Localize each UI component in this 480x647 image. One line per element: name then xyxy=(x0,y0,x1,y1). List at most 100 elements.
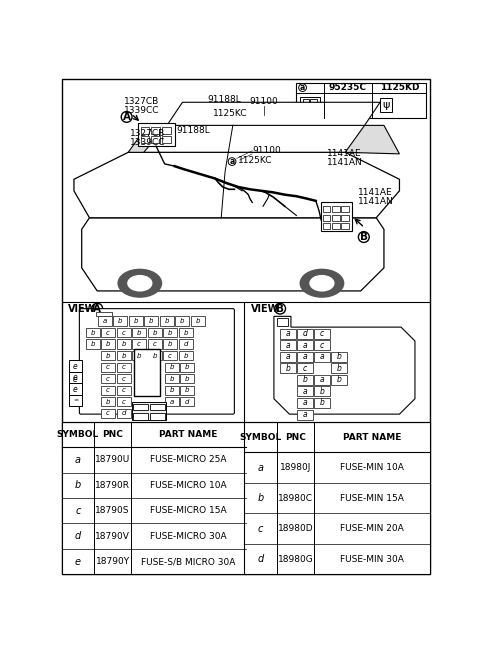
Text: c: c xyxy=(106,376,110,382)
Bar xyxy=(179,328,192,337)
Text: c: c xyxy=(303,364,307,373)
Text: c: c xyxy=(106,364,110,370)
Text: 91188L: 91188L xyxy=(207,96,241,104)
Text: 18980G: 18980G xyxy=(278,554,313,564)
Text: b: b xyxy=(165,318,169,324)
Text: a: a xyxy=(286,329,290,338)
Bar xyxy=(380,98,393,111)
Text: 18790Y: 18790Y xyxy=(96,557,130,566)
Text: b: b xyxy=(118,318,123,324)
Bar xyxy=(323,223,330,229)
Text: b: b xyxy=(169,376,174,382)
Bar xyxy=(302,99,309,105)
Bar xyxy=(280,352,296,362)
Bar xyxy=(117,397,131,406)
Text: PNC: PNC xyxy=(102,430,123,439)
Bar xyxy=(69,395,83,406)
Text: 1141AN: 1141AN xyxy=(359,197,394,206)
Text: 1141AE: 1141AE xyxy=(327,149,362,159)
Bar xyxy=(132,340,146,349)
Text: e: e xyxy=(73,375,78,384)
Text: e: e xyxy=(73,362,78,371)
Text: FUSE-MICRO 10A: FUSE-MICRO 10A xyxy=(150,481,227,490)
Text: b: b xyxy=(106,399,110,405)
Text: b: b xyxy=(121,353,126,358)
Polygon shape xyxy=(82,218,384,291)
Text: b: b xyxy=(185,376,189,382)
Bar xyxy=(323,206,330,212)
Bar xyxy=(277,318,288,325)
Text: b: b xyxy=(149,318,154,324)
Bar xyxy=(144,316,158,325)
Text: b: b xyxy=(320,387,324,396)
Text: SYMBOL: SYMBOL xyxy=(57,430,99,439)
Text: B: B xyxy=(276,303,284,314)
Text: 1141AN: 1141AN xyxy=(327,158,363,167)
Text: 91188L: 91188L xyxy=(176,126,210,135)
Text: c: c xyxy=(153,341,156,347)
Text: b: b xyxy=(90,341,95,347)
Text: a: a xyxy=(300,83,305,92)
Text: 1339CC: 1339CC xyxy=(130,138,165,147)
Text: PART NAME: PART NAME xyxy=(343,433,401,441)
Bar xyxy=(314,340,330,350)
Bar xyxy=(180,397,194,406)
Text: ψ: ψ xyxy=(383,100,390,109)
Bar xyxy=(332,215,340,221)
Text: b: b xyxy=(106,341,110,347)
Text: d: d xyxy=(183,341,188,347)
Bar xyxy=(117,362,131,372)
Bar xyxy=(61,422,246,575)
Text: b: b xyxy=(183,353,188,358)
Bar xyxy=(331,375,347,385)
Text: c: c xyxy=(258,523,264,534)
Text: 1125KC: 1125KC xyxy=(213,109,248,118)
Bar xyxy=(152,127,160,134)
Bar xyxy=(296,83,426,118)
Text: FUSE-MICRO 25A: FUSE-MICRO 25A xyxy=(150,455,227,465)
Bar xyxy=(117,386,131,395)
Bar xyxy=(297,375,312,385)
Text: 18980C: 18980C xyxy=(278,494,313,503)
Bar xyxy=(180,386,194,395)
Text: a: a xyxy=(258,463,264,472)
Bar xyxy=(314,352,330,362)
Polygon shape xyxy=(274,316,415,414)
Text: b: b xyxy=(302,375,307,384)
Text: 1327CB: 1327CB xyxy=(130,129,165,138)
Bar xyxy=(180,362,194,372)
Bar xyxy=(331,364,347,373)
Text: a: a xyxy=(286,341,290,350)
Bar xyxy=(141,127,149,134)
Bar xyxy=(101,351,115,360)
Bar xyxy=(133,349,160,396)
Bar xyxy=(101,409,115,418)
Text: 1339CC: 1339CC xyxy=(123,106,159,115)
Bar xyxy=(85,340,99,349)
Text: a: a xyxy=(75,455,81,465)
Text: VIEW: VIEW xyxy=(68,303,96,314)
Ellipse shape xyxy=(300,269,344,297)
Bar xyxy=(96,312,112,316)
Text: FUSE-MICRO 30A: FUSE-MICRO 30A xyxy=(150,532,227,541)
Text: b: b xyxy=(75,480,81,490)
Bar xyxy=(133,404,148,410)
Text: b: b xyxy=(336,375,341,384)
Bar xyxy=(280,364,296,373)
Text: b: b xyxy=(185,364,189,370)
Text: FUSE-MIN 10A: FUSE-MIN 10A xyxy=(340,463,404,472)
Bar xyxy=(162,136,171,143)
Text: d: d xyxy=(258,554,264,564)
Text: b: b xyxy=(152,353,157,358)
Bar xyxy=(179,351,192,360)
Bar xyxy=(117,409,131,418)
Bar xyxy=(98,316,112,325)
Text: 18790S: 18790S xyxy=(96,506,130,515)
Text: b: b xyxy=(169,388,174,393)
Bar xyxy=(147,340,162,349)
Ellipse shape xyxy=(310,276,334,291)
Bar xyxy=(297,364,312,373)
Text: b: b xyxy=(183,329,188,336)
Text: FUSE-MICRO 15A: FUSE-MICRO 15A xyxy=(150,506,227,515)
Text: b: b xyxy=(258,493,264,503)
